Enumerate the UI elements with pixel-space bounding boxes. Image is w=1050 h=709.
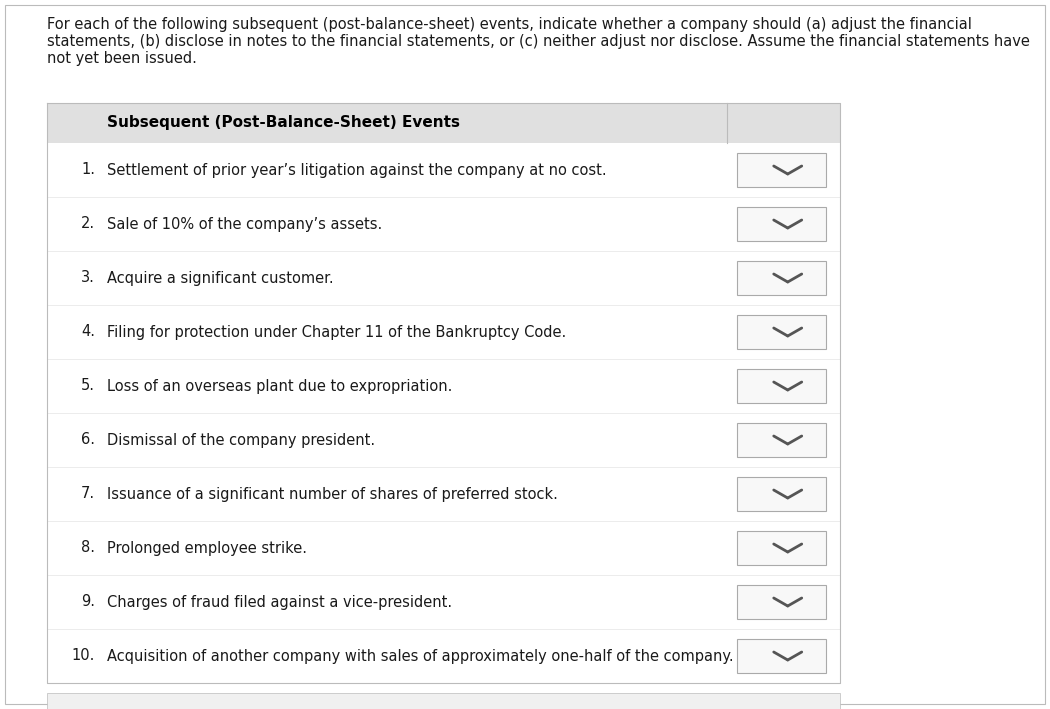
FancyBboxPatch shape xyxy=(47,693,840,709)
FancyBboxPatch shape xyxy=(737,315,826,349)
Text: Settlement of prior year’s litigation against the company at no cost.: Settlement of prior year’s litigation ag… xyxy=(107,162,607,177)
Text: Filing for protection under Chapter 11 of the Bankruptcy Code.: Filing for protection under Chapter 11 o… xyxy=(107,325,566,340)
FancyBboxPatch shape xyxy=(737,585,826,619)
Text: Subsequent (Post-Balance-Sheet) Events: Subsequent (Post-Balance-Sheet) Events xyxy=(107,116,460,130)
FancyBboxPatch shape xyxy=(737,639,826,673)
FancyBboxPatch shape xyxy=(47,103,840,143)
FancyBboxPatch shape xyxy=(5,5,1045,704)
Text: Loss of an overseas plant due to expropriation.: Loss of an overseas plant due to expropr… xyxy=(107,379,453,393)
Text: 9.: 9. xyxy=(81,595,94,610)
FancyBboxPatch shape xyxy=(737,207,826,241)
Text: not yet been issued.: not yet been issued. xyxy=(47,51,197,66)
Text: 8.: 8. xyxy=(81,540,94,555)
Text: 4.: 4. xyxy=(81,325,94,340)
Text: 7.: 7. xyxy=(81,486,94,501)
FancyBboxPatch shape xyxy=(737,153,826,187)
Text: Acquisition of another company with sales of approximately one-half of the compa: Acquisition of another company with sale… xyxy=(107,649,734,664)
Text: 3.: 3. xyxy=(81,271,94,286)
Text: 10.: 10. xyxy=(71,649,94,664)
FancyBboxPatch shape xyxy=(737,531,826,565)
Text: Dismissal of the company president.: Dismissal of the company president. xyxy=(107,432,375,447)
Text: Prolonged employee strike.: Prolonged employee strike. xyxy=(107,540,307,555)
Text: Issuance of a significant number of shares of preferred stock.: Issuance of a significant number of shar… xyxy=(107,486,558,501)
Text: 1.: 1. xyxy=(81,162,94,177)
FancyBboxPatch shape xyxy=(737,261,826,295)
Text: Sale of 10% of the company’s assets.: Sale of 10% of the company’s assets. xyxy=(107,216,382,232)
Text: 6.: 6. xyxy=(81,432,94,447)
Text: For each of the following subsequent (post-balance-sheet) events, indicate wheth: For each of the following subsequent (po… xyxy=(47,17,972,32)
FancyBboxPatch shape xyxy=(737,477,826,511)
Text: Acquire a significant customer.: Acquire a significant customer. xyxy=(107,271,334,286)
FancyBboxPatch shape xyxy=(737,369,826,403)
FancyBboxPatch shape xyxy=(737,423,826,457)
Text: 2.: 2. xyxy=(81,216,94,232)
Text: 5.: 5. xyxy=(81,379,94,393)
Text: statements, (b) disclose in notes to the financial statements, or (c) neither ad: statements, (b) disclose in notes to the… xyxy=(47,34,1030,49)
Text: Charges of fraud filed against a vice-president.: Charges of fraud filed against a vice-pr… xyxy=(107,595,453,610)
